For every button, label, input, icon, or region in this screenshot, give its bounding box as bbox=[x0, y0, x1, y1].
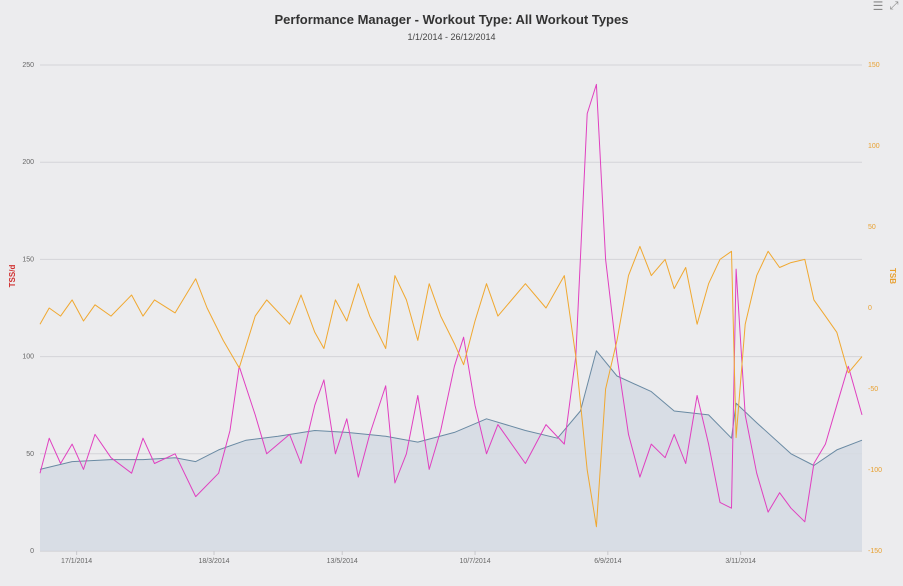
y-right-tick-label: 150 bbox=[868, 62, 880, 69]
y-axis-left-ticks: 0 50 100 150 200 250 bbox=[22, 62, 34, 555]
y-left-tick-label: 100 bbox=[22, 354, 34, 361]
x-tick-label: 17/1/2014 bbox=[61, 558, 92, 565]
y-left-tick-label: 50 bbox=[26, 451, 34, 458]
ctl-fitness-area bbox=[39, 350, 863, 470]
y-right-tick-label: -100 bbox=[868, 467, 882, 474]
y-left-tick-label: 150 bbox=[22, 256, 34, 263]
y-left-tick-label: 250 bbox=[22, 62, 34, 69]
chart-subtitle: 1/1/2014 - 26/12/2014 bbox=[407, 32, 496, 42]
x-tick-label: 18/3/2014 bbox=[198, 558, 229, 565]
y-axis-right-title: TSB bbox=[888, 268, 897, 284]
y-axis-right-ticks: -150 -100 -50 0 50 100 150 bbox=[868, 62, 882, 555]
chart-title: Performance Manager - Workout Type: All … bbox=[274, 12, 629, 27]
y-right-tick-label: 50 bbox=[868, 224, 876, 231]
y-right-tick-label: -150 bbox=[868, 548, 882, 555]
x-tick-label: 3/11/2014 bbox=[725, 558, 756, 565]
hamburger-menu-icon[interactable]: ☰ bbox=[872, 0, 884, 13]
y-axis-left-title: TSS/d bbox=[8, 265, 17, 288]
y-left-tick-label: 0 bbox=[30, 548, 34, 555]
y-right-tick-label: 100 bbox=[868, 143, 880, 150]
atl-fatigue-line bbox=[39, 83, 863, 523]
x-tick-label: 6/9/2014 bbox=[594, 558, 621, 565]
y-right-tick-label: -50 bbox=[868, 386, 878, 393]
y-right-tick-label: 0 bbox=[868, 305, 872, 312]
x-axis-ticks: 17/1/2014 18/3/2014 13/5/2014 10/7/2014 6/9/… bbox=[61, 551, 756, 565]
x-tick-label: 13/5/2014 bbox=[327, 558, 358, 565]
ctl-fitness-area-fill bbox=[40, 350, 862, 551]
tsb-form-line bbox=[39, 245, 863, 528]
series-layer bbox=[39, 83, 863, 551]
y-left-tick-label: 200 bbox=[22, 159, 34, 166]
expand-icon[interactable]: ⤢ bbox=[889, 0, 899, 12]
x-tick-label: 10/7/2014 bbox=[459, 558, 490, 565]
